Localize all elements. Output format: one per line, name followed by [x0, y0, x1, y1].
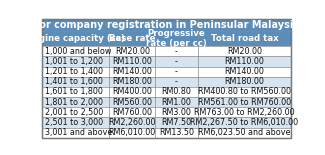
Bar: [109, 87, 155, 97]
Text: RM140.00: RM140.00: [112, 67, 152, 76]
Bar: [198, 31, 291, 46]
Text: RM760.00: RM760.00: [112, 108, 152, 117]
Text: RM20.00: RM20.00: [115, 47, 150, 56]
Bar: [109, 97, 155, 107]
Bar: [109, 117, 155, 128]
Text: RM6,010.00: RM6,010.00: [109, 128, 156, 137]
Text: RM180.00: RM180.00: [225, 77, 265, 86]
Bar: [42, 107, 109, 117]
Bar: [155, 46, 198, 56]
Bar: [42, 117, 109, 128]
Bar: [198, 77, 291, 87]
Bar: [198, 107, 291, 117]
Text: RM6,023.50 and above: RM6,023.50 and above: [198, 128, 291, 137]
Text: RM560.00: RM560.00: [112, 98, 152, 107]
Bar: [42, 97, 109, 107]
Bar: [198, 117, 291, 128]
Bar: [42, 31, 109, 46]
Bar: [109, 56, 155, 66]
Text: RM140.00: RM140.00: [225, 67, 265, 76]
Text: -: -: [175, 57, 178, 66]
Bar: [155, 117, 198, 128]
Text: 2,001 to 2,500: 2,001 to 2,500: [45, 108, 103, 117]
Bar: [42, 66, 109, 77]
Text: RM2,267.50 to RM6,010.00: RM2,267.50 to RM6,010.00: [190, 118, 299, 127]
Text: RM3.00: RM3.00: [162, 108, 191, 117]
Bar: [155, 66, 198, 77]
Bar: [109, 46, 155, 56]
Text: For company registration in Peninsular Malaysia: For company registration in Peninsular M…: [33, 20, 300, 30]
Text: RM0.80: RM0.80: [162, 87, 191, 96]
Bar: [109, 66, 155, 77]
Text: RM1.00: RM1.00: [162, 98, 191, 107]
Text: -: -: [175, 77, 178, 86]
Text: RM400.80 to RM560.00: RM400.80 to RM560.00: [198, 87, 291, 96]
Bar: [155, 87, 198, 97]
Text: 3,001 and above: 3,001 and above: [45, 128, 112, 137]
Text: RM2,260.00: RM2,260.00: [109, 118, 156, 127]
Bar: [155, 97, 198, 107]
Bar: [155, 31, 198, 46]
Text: 1,401 to 1,600: 1,401 to 1,600: [45, 77, 103, 86]
Bar: [109, 107, 155, 117]
Text: Engine capacity (cc): Engine capacity (cc): [27, 34, 124, 43]
Bar: [155, 128, 198, 138]
Bar: [109, 31, 155, 46]
Text: Base rate: Base rate: [109, 34, 156, 43]
Text: Progressive
rate (per cc): Progressive rate (per cc): [146, 29, 207, 49]
Bar: [42, 128, 109, 138]
Text: -: -: [175, 67, 178, 76]
Text: RM400.00: RM400.00: [112, 87, 152, 96]
Text: RM20.00: RM20.00: [227, 47, 262, 56]
Text: 1,000 and below: 1,000 and below: [45, 47, 111, 56]
Text: RM13.50: RM13.50: [159, 128, 194, 137]
Bar: [42, 87, 109, 97]
Bar: [42, 19, 291, 31]
Bar: [42, 56, 109, 66]
Text: RM763.00 to RM2,260.00: RM763.00 to RM2,260.00: [194, 108, 295, 117]
Text: 1,601 to 1,800: 1,601 to 1,800: [45, 87, 103, 96]
Bar: [198, 87, 291, 97]
Text: RM110.00: RM110.00: [225, 57, 265, 66]
Bar: [198, 97, 291, 107]
Text: Total road tax: Total road tax: [211, 34, 278, 43]
Text: 1,801 to 2,000: 1,801 to 2,000: [45, 98, 103, 107]
Bar: [155, 107, 198, 117]
Text: RM561.00 to RM760.00: RM561.00 to RM760.00: [198, 98, 291, 107]
Bar: [198, 56, 291, 66]
Text: RM110.00: RM110.00: [112, 57, 152, 66]
Bar: [109, 128, 155, 138]
Bar: [198, 66, 291, 77]
Bar: [198, 46, 291, 56]
Text: RM180.00: RM180.00: [112, 77, 152, 86]
Text: RM7.50: RM7.50: [162, 118, 192, 127]
Text: 2,501 to 3,000: 2,501 to 3,000: [45, 118, 103, 127]
Text: -: -: [175, 47, 178, 56]
Bar: [42, 77, 109, 87]
Bar: [42, 46, 109, 56]
Text: 1,001 to 1,200: 1,001 to 1,200: [45, 57, 103, 66]
Bar: [198, 128, 291, 138]
Text: 1,201 to 1,400: 1,201 to 1,400: [45, 67, 103, 76]
Bar: [109, 77, 155, 87]
Bar: [155, 77, 198, 87]
Bar: [155, 56, 198, 66]
